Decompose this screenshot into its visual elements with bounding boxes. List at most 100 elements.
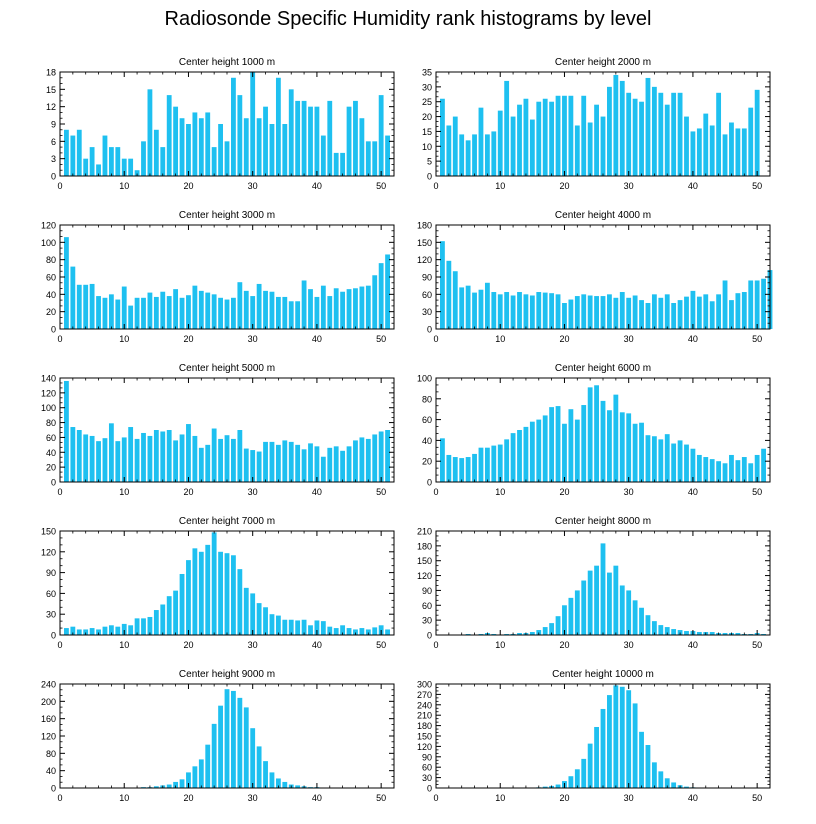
histogram-bar bbox=[89, 628, 95, 635]
panel-title: Center height 1000 m bbox=[179, 57, 275, 68]
histogram-bar bbox=[378, 431, 384, 482]
histogram-bar bbox=[372, 434, 378, 482]
histogram-bar bbox=[205, 112, 211, 176]
panel-title: Center height 2000 m bbox=[555, 57, 651, 68]
histogram-bar bbox=[568, 776, 574, 788]
histogram-bar bbox=[607, 695, 612, 788]
x-tick-label: 20 bbox=[559, 334, 569, 344]
histogram-bar bbox=[741, 457, 747, 482]
histogram-bar bbox=[96, 296, 101, 329]
histogram-bar bbox=[141, 141, 146, 176]
histogram-bar bbox=[141, 432, 146, 482]
histogram-bar bbox=[517, 633, 522, 635]
histogram-panel: Center height 9000 m 0 10 20 30 40 50 0 40 80 120 1… bbox=[41, 669, 395, 803]
histogram-bar bbox=[690, 448, 696, 482]
y-tick-label: 20 bbox=[422, 112, 432, 122]
histogram-bar bbox=[224, 435, 230, 482]
x-tick-label: 10 bbox=[495, 640, 505, 650]
histogram-panel: Center height 3000 m 0 10 20 30 40 50 0 20 40 60 80… bbox=[41, 210, 395, 344]
y-tick-label: 270 bbox=[417, 690, 432, 700]
histogram-bar bbox=[353, 440, 358, 482]
histogram-bar bbox=[263, 106, 268, 176]
y-tick-label: 40 bbox=[46, 448, 56, 458]
histogram-bar bbox=[320, 621, 326, 635]
histogram-bar bbox=[626, 413, 632, 482]
histogram-bar bbox=[237, 282, 243, 329]
y-tick-label: 60 bbox=[422, 601, 432, 611]
x-tick-label: 50 bbox=[752, 181, 762, 191]
x-tick-label: 0 bbox=[57, 793, 62, 803]
histogram-bar bbox=[70, 427, 76, 482]
histogram-bar bbox=[619, 686, 625, 788]
histogram-bar bbox=[542, 292, 548, 329]
histogram-bar bbox=[115, 299, 121, 329]
histogram-bar bbox=[353, 629, 358, 635]
histogram-bar bbox=[102, 438, 108, 482]
y-tick-label: 80 bbox=[46, 749, 56, 759]
histogram-bar bbox=[340, 291, 346, 329]
x-tick-label: 30 bbox=[624, 487, 634, 497]
histogram-bar bbox=[632, 600, 638, 635]
histogram-bar bbox=[76, 129, 82, 176]
y-tick-label: 30 bbox=[422, 82, 432, 92]
histogram-bar bbox=[231, 555, 236, 635]
y-tick-label: 25 bbox=[422, 97, 432, 107]
y-tick-label: 20 bbox=[422, 457, 432, 467]
histogram-bar bbox=[465, 140, 471, 176]
histogram-bar bbox=[333, 628, 339, 635]
x-tick-label: 40 bbox=[688, 181, 698, 191]
histogram-bar bbox=[378, 95, 384, 176]
histogram-bar bbox=[600, 543, 606, 635]
y-tick-label: 160 bbox=[41, 714, 56, 724]
x-tick-label: 50 bbox=[376, 334, 386, 344]
histogram-bar bbox=[478, 107, 484, 176]
histogram-bar bbox=[153, 430, 159, 482]
histogram-bar bbox=[581, 758, 587, 788]
histogram-bar bbox=[645, 77, 651, 176]
histogram-bar bbox=[301, 619, 307, 635]
histogram-bar bbox=[497, 294, 503, 329]
histogram-bar bbox=[696, 454, 702, 482]
histogram-bar bbox=[568, 409, 574, 482]
histogram-bar bbox=[607, 86, 612, 176]
histogram-bar bbox=[231, 438, 236, 482]
histogram-bar bbox=[716, 294, 722, 329]
histogram-bar bbox=[574, 590, 580, 635]
x-tick-label: 30 bbox=[248, 334, 258, 344]
histogram-bar bbox=[269, 772, 275, 788]
histogram-bar bbox=[134, 618, 140, 635]
histogram-bar bbox=[703, 457, 709, 482]
histogram-bar bbox=[658, 439, 664, 482]
y-tick-label: 120 bbox=[41, 732, 56, 742]
histogram-bar bbox=[211, 428, 217, 482]
histogram-bar bbox=[446, 125, 452, 176]
y-tick-label: 0 bbox=[51, 172, 56, 182]
histogram-bar bbox=[581, 294, 587, 329]
histogram-bar bbox=[735, 460, 741, 482]
y-tick-label: 200 bbox=[41, 697, 56, 707]
histogram-bar bbox=[166, 784, 172, 788]
y-tick-label: 90 bbox=[46, 568, 56, 578]
histogram-bar bbox=[198, 447, 204, 482]
histogram-bar bbox=[574, 769, 580, 788]
histogram-bar bbox=[452, 271, 458, 329]
histogram-bar bbox=[89, 435, 95, 482]
histogram-bar bbox=[664, 104, 670, 176]
x-tick-label: 20 bbox=[559, 640, 569, 650]
histogram-bar bbox=[619, 412, 625, 482]
histogram-panel: Center height 4000 m 0 10 20 30 40 50 0 30 60 90 12… bbox=[417, 210, 773, 344]
histogram-bar bbox=[529, 632, 535, 635]
x-tick-label: 40 bbox=[688, 640, 698, 650]
histogram-panel: Center height 7000 m 0 10 20 30 40 50 0 30 60 90 12… bbox=[41, 516, 395, 650]
histogram-bar bbox=[186, 295, 191, 329]
histogram-bar bbox=[600, 708, 606, 788]
y-tick-label: 40 bbox=[46, 766, 56, 776]
y-tick-label: 180 bbox=[417, 541, 432, 551]
histogram-bar bbox=[256, 746, 262, 788]
y-tick-label: 60 bbox=[422, 415, 432, 425]
x-tick-label: 40 bbox=[688, 487, 698, 497]
histogram-bar bbox=[607, 410, 612, 482]
histogram-bar bbox=[231, 297, 236, 329]
histogram-bar bbox=[510, 295, 516, 329]
histogram-bar bbox=[529, 119, 535, 176]
